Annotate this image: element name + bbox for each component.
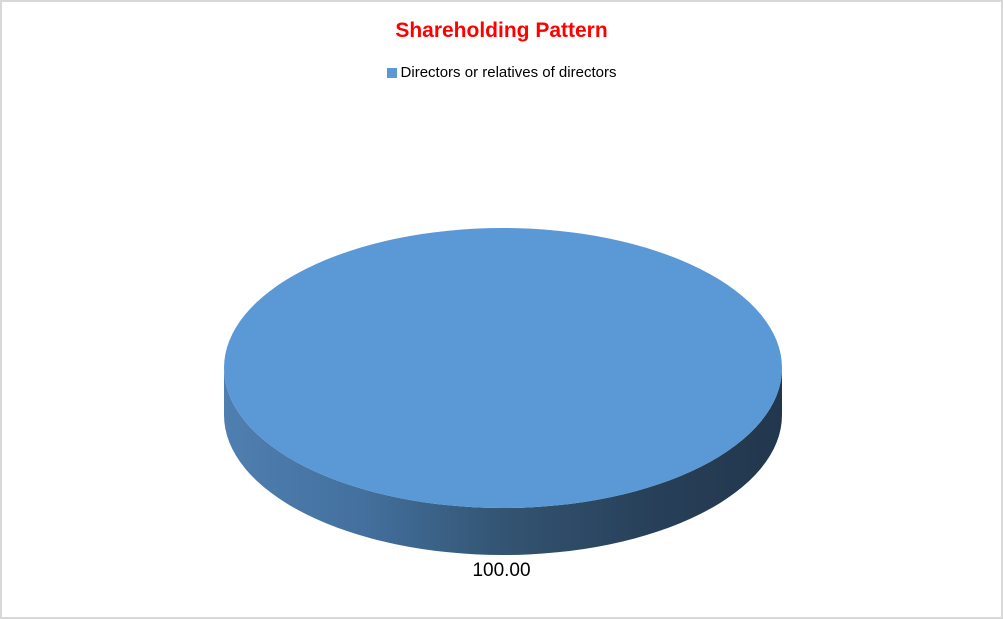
pie-slice-side	[224, 368, 782, 555]
pie-slice-top	[224, 228, 782, 508]
pie-data-label: 100.00	[472, 560, 531, 581]
legend: Directors or relatives of directors	[2, 65, 1001, 80]
legend-item-label: Directors or relatives of directors	[400, 64, 617, 81]
chart-title: Shareholding Pattern	[395, 19, 608, 42]
legend-marker-icon	[386, 67, 397, 78]
